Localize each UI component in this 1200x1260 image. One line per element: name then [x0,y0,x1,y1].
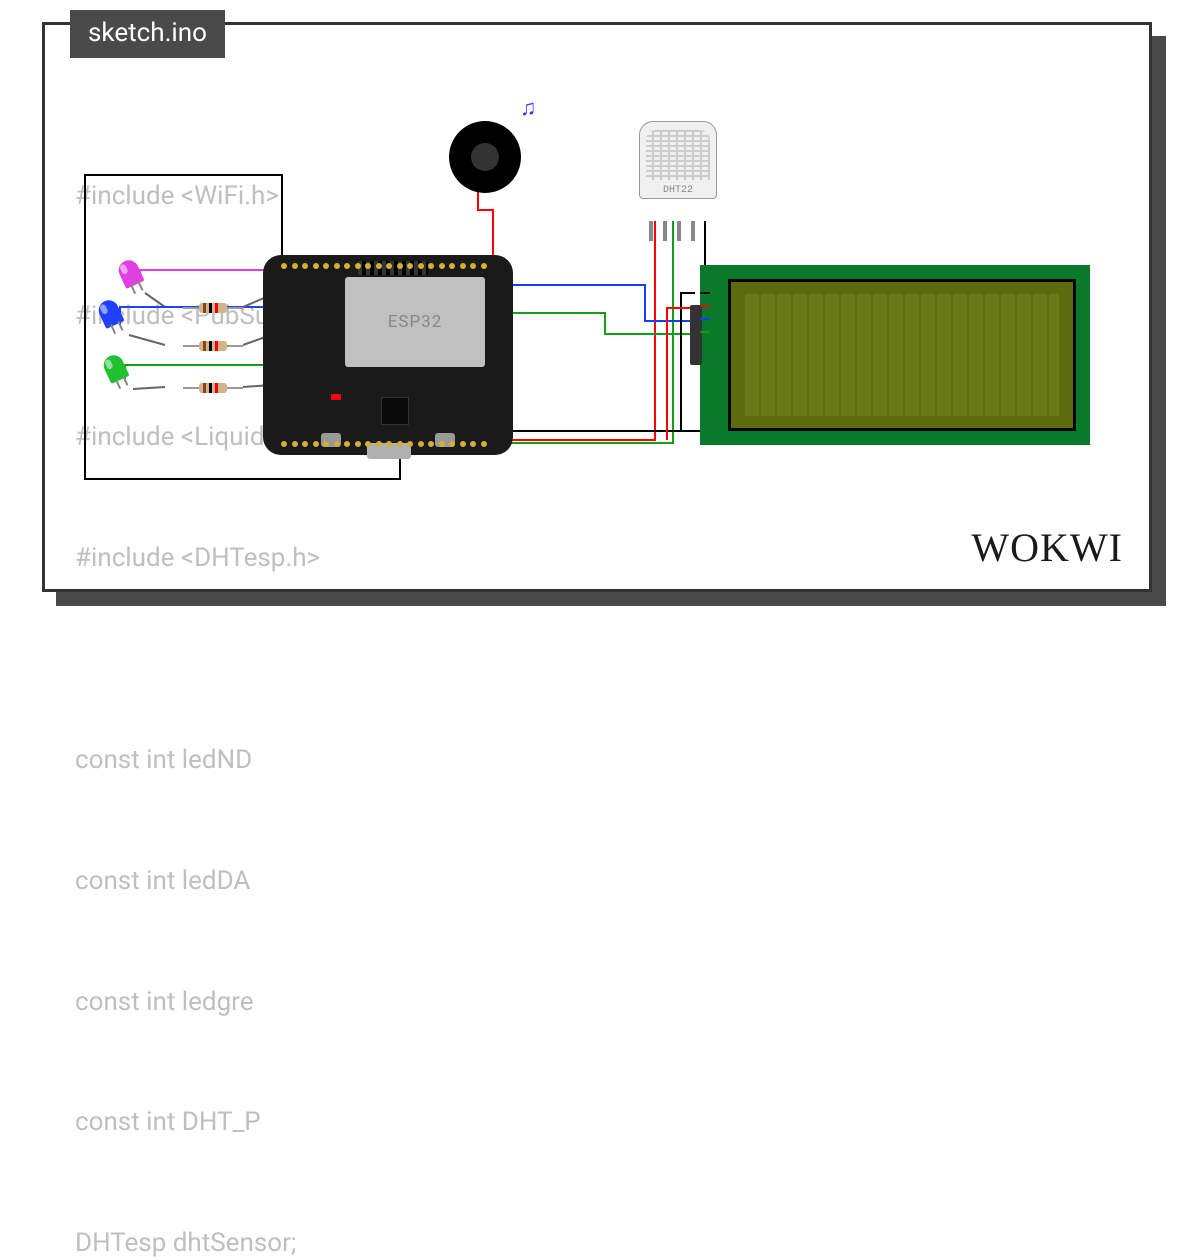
wokwi-logo: WOKWI [971,524,1123,571]
music-note-icon: ♫ [520,95,537,121]
lcd-pin-vcc [700,305,710,307]
code-line: const int ledDA [75,861,715,901]
code-line: const int DHT_P [75,1102,715,1142]
dht22-body: DHT22 [639,121,717,199]
buzzer-component[interactable] [449,121,521,193]
lcd-pin-gnd [700,292,710,294]
esp32-board[interactable]: ESP32 [263,255,513,455]
esp32-chip-icon [381,397,409,425]
lcd-pin-sda [700,318,710,320]
lcd-display[interactable]: GND VCC SDA SCL [700,265,1090,445]
dht22-label: DHT22 [640,185,716,196]
lcd-screen [728,279,1076,431]
resistor-2[interactable] [183,341,243,351]
code-line: DHTesp dhtSensor; [75,1223,715,1260]
resistor-3[interactable] [183,383,243,393]
file-tab-label: sketch.ino [88,18,207,48]
file-tab[interactable]: sketch.ino [70,10,225,58]
dht22-pins [649,221,695,241]
esp32-led-icon [331,394,341,400]
main-card: #include <WiFi.h> #include <PubSubClient… [42,22,1152,592]
esp32-label: ESP32 [388,312,443,332]
code-line: #include <WiFi.h> [75,176,715,216]
lcd-char-grid [745,294,1059,416]
esp32-pins-bottom [281,441,487,447]
lcd-pin-scl [700,331,710,333]
resistor-1[interactable] [183,303,243,313]
code-line: const int ledgre [75,982,715,1022]
dht22-sensor[interactable]: DHT22 [639,121,717,221]
esp32-pins-top [281,263,487,269]
esp32-shield: ESP32 [345,277,485,367]
dht22-grille-icon [646,130,710,180]
code-line: const int ledND [75,740,715,780]
code-line: #include <DHTesp.h> [75,538,715,578]
lcd-i2c-connector [690,305,702,365]
